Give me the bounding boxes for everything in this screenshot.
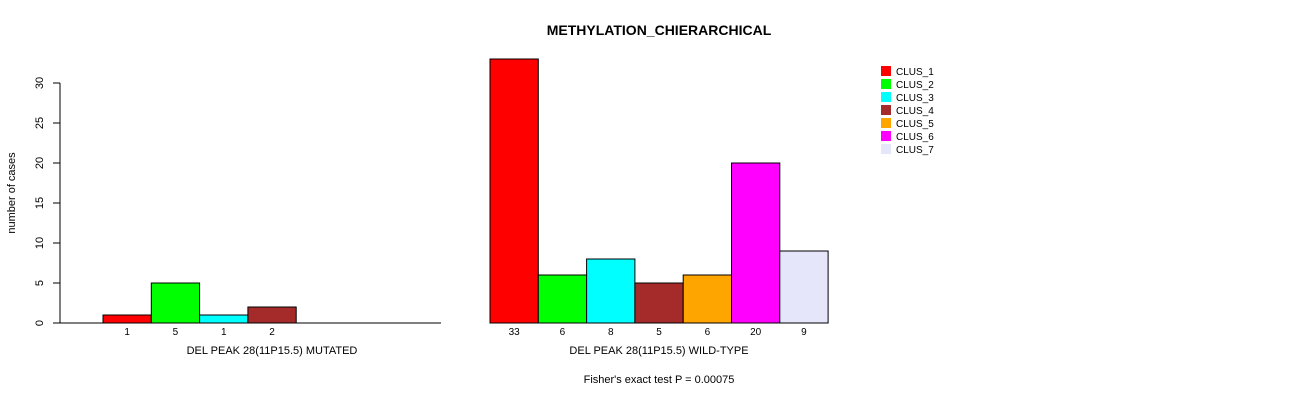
y-axis-label: number of cases — [6, 152, 18, 234]
legend-label: CLUS_1 — [896, 67, 934, 78]
legend-label: CLUS_5 — [896, 119, 934, 130]
legend-swatch — [881, 79, 891, 89]
panel-wild-type: 33 6 8 5 6 20 9 — [489, 58, 829, 338]
bar-value-label: 5 — [656, 327, 662, 338]
bar-value-label: 1 — [221, 327, 227, 338]
bar-clus-1 — [102, 314, 152, 324]
legend-swatch — [881, 105, 891, 115]
chart-title: METHYLATION_CHIERARCHICAL — [547, 22, 772, 38]
y-tick-label: 10 — [34, 237, 46, 249]
y-tick-label: 5 — [34, 280, 46, 286]
legend-swatch — [881, 118, 891, 128]
bar-clus-2 — [537, 274, 588, 324]
bar-clus-1 — [489, 58, 539, 324]
bar-value-label: 33 — [509, 327, 521, 338]
bar-clus-7 — [779, 250, 829, 324]
bar-value-label: 2 — [269, 327, 275, 338]
legend-label: CLUS_4 — [896, 106, 934, 117]
bar-value-label: 1 — [124, 327, 130, 338]
x-label-mutated: DEL PEAK 28(11P15.5) MUTATED — [187, 345, 358, 357]
legend-swatch — [881, 131, 891, 141]
bar-clus-3 — [199, 314, 249, 324]
bar-clus-4 — [634, 282, 684, 324]
y-tick-label: 0 — [34, 320, 46, 326]
bar-clus-4 — [247, 306, 297, 324]
legend-label: CLUS_3 — [896, 93, 934, 104]
bar-clus-6 — [731, 162, 781, 324]
bar-value-label: 9 — [801, 327, 807, 338]
bar-value-label: 5 — [173, 327, 179, 338]
legend-swatch — [881, 144, 891, 154]
bar-clus-3 — [586, 258, 636, 324]
x-label-wild-type: DEL PEAK 28(11P15.5) WILD-TYPE — [569, 345, 748, 357]
fisher-test-footnote: Fisher's exact test P = 0.00075 — [584, 374, 735, 386]
legend-label: CLUS_2 — [896, 80, 934, 91]
legend-label: CLUS_6 — [896, 132, 934, 143]
y-tick-label: 20 — [34, 157, 46, 169]
bar-clus-5 — [682, 274, 733, 324]
y-tick-label: 30 — [34, 77, 46, 89]
legend-swatch — [881, 92, 891, 102]
bar-value-label: 6 — [560, 327, 566, 338]
bar-value-label: 8 — [608, 327, 614, 338]
bar-value-label: 6 — [705, 327, 711, 338]
y-axis: 0 5 10 15 20 25 30 — [34, 77, 61, 326]
y-tick-label: 15 — [34, 197, 46, 209]
legend: CLUS_1 CLUS_2 CLUS_3 CLUS_4 CLUS_5 CLUS_6 CLUS… — [881, 66, 934, 156]
legend-label: CLUS_7 — [896, 145, 934, 156]
y-tick-label: 25 — [34, 117, 46, 129]
bar-clus-2 — [150, 282, 201, 324]
bar-value-label: 20 — [750, 327, 762, 338]
legend-swatch — [881, 66, 891, 76]
